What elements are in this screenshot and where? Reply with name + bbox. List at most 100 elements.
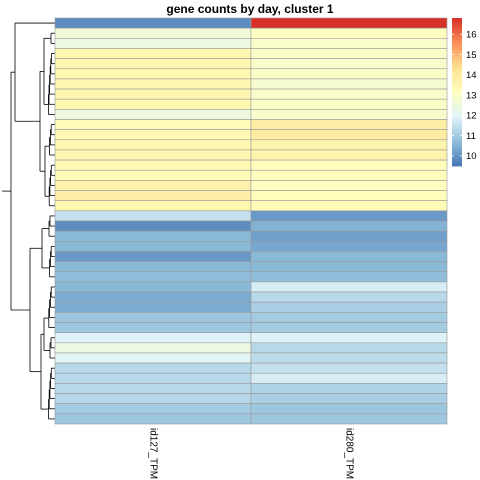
heatmap-cell (250, 271, 448, 283)
legend-color-step (452, 124, 462, 127)
legend-tick-label: 10 (466, 151, 477, 162)
legend-color-step (452, 50, 462, 53)
column-label: id127_TPM (147, 428, 158, 479)
legend-color-step (452, 57, 462, 61)
legend-color-step (452, 55, 462, 58)
legend-color-step (452, 111, 462, 115)
legend-color-step (452, 126, 462, 130)
heatmap-cell (250, 109, 448, 120)
legend-color-step (452, 148, 462, 152)
heatmap-cell (250, 322, 448, 333)
heatmap-cell (250, 27, 448, 39)
heatmap-cell (250, 200, 448, 212)
heatmap-cell (54, 312, 252, 323)
legend-color-step (452, 133, 462, 137)
legend-color-step (452, 42, 462, 46)
heatmap-cell (250, 301, 448, 313)
heatmap-cell (54, 230, 252, 242)
legend-tick-label: 13 (466, 90, 477, 101)
legend-color-step (452, 151, 462, 155)
column-label: id280_TPM (343, 428, 354, 479)
heatmap-cell (54, 261, 252, 273)
column-labels: id127_TPM id280_TPM (147, 428, 354, 479)
heatmap-cell (250, 372, 448, 384)
row-dendrogram (2, 22, 55, 420)
legend-color-step (452, 20, 462, 24)
chart-title: gene counts by day, cluster 1 (166, 2, 333, 16)
legend-color-step (452, 45, 462, 48)
legend-color-step (452, 82, 462, 85)
legend-color-step (452, 52, 462, 56)
heatmap-cell (54, 149, 252, 161)
legend-color-step (452, 89, 462, 93)
legend-color-step (452, 92, 462, 95)
legend-color-step (452, 141, 462, 145)
heatmap-cell (54, 241, 252, 252)
heatmap-cell (250, 291, 448, 303)
legend-color-step (452, 116, 462, 120)
legend-color-step (452, 131, 462, 135)
legend-color-step (452, 59, 462, 63)
heatmap-cell (250, 312, 448, 323)
heatmap-cell (250, 241, 448, 252)
heatmap-cell (250, 413, 448, 425)
heatmap-cell (250, 393, 448, 404)
legend-tick-label: 11 (466, 131, 476, 142)
legend-color-step (452, 153, 462, 157)
heatmap-cell (54, 322, 252, 333)
heatmap-cell (54, 200, 252, 212)
heatmap-cell (54, 159, 252, 171)
legend-color-step (452, 158, 462, 162)
heatmap-cell (250, 220, 448, 232)
heatmap-cell (250, 129, 448, 141)
legend-color-step (452, 67, 462, 71)
heatmap-cell (250, 403, 448, 415)
heatmap-cell (54, 27, 252, 39)
legend-color-step (452, 163, 462, 167)
legend-tick-label: 12 (466, 111, 477, 122)
heatmap-cell (54, 190, 252, 202)
legend-color-step (452, 129, 462, 132)
heatmap-cell (54, 68, 252, 80)
legend-color-step (452, 106, 462, 110)
heatmap-cell (54, 210, 252, 222)
heatmap-cell (250, 58, 448, 70)
heatmap-cell (54, 98, 252, 110)
heatmap-cell (54, 393, 252, 404)
legend-color-step (452, 104, 462, 108)
legend-color-step (452, 114, 462, 118)
heatmap-cell (54, 251, 252, 262)
color-legend-ticks: 10 11 12 13 14 15 16 (452, 30, 477, 162)
legend-color-step (452, 30, 462, 34)
heatmap-cell (250, 180, 448, 191)
legend-color-step (452, 32, 462, 36)
heatmap-cell (250, 210, 448, 222)
heatmap-cell (250, 98, 448, 110)
heatmap-cell (54, 109, 252, 120)
legend-color-step (452, 79, 462, 83)
legend-color-step (452, 37, 462, 41)
heatmap-cell (54, 48, 252, 59)
legend-color-step (452, 47, 462, 51)
heatmap-cell (54, 362, 252, 374)
legend-color-step (452, 119, 462, 122)
heatmap-cell (250, 190, 448, 202)
heatmap-cell (54, 220, 252, 232)
legend-color-step (452, 40, 462, 44)
heatmap-cell (250, 119, 448, 130)
legend-color-step (452, 94, 462, 98)
legend-color-step (452, 69, 462, 73)
legend-color-step (452, 25, 462, 29)
legend-color-step (452, 146, 462, 150)
legend-color-step (452, 74, 462, 78)
heatmap-cell (54, 169, 252, 181)
heatmap-cell (54, 58, 252, 70)
legend-color-step (452, 136, 462, 140)
legend-color-step (452, 72, 462, 76)
heatmap-cell (250, 139, 448, 151)
legend-color-step (452, 22, 462, 26)
color-legend: 10 11 12 13 14 15 16 (452, 18, 477, 167)
legend-color-step (452, 18, 462, 21)
heatmap-cell (54, 139, 252, 151)
